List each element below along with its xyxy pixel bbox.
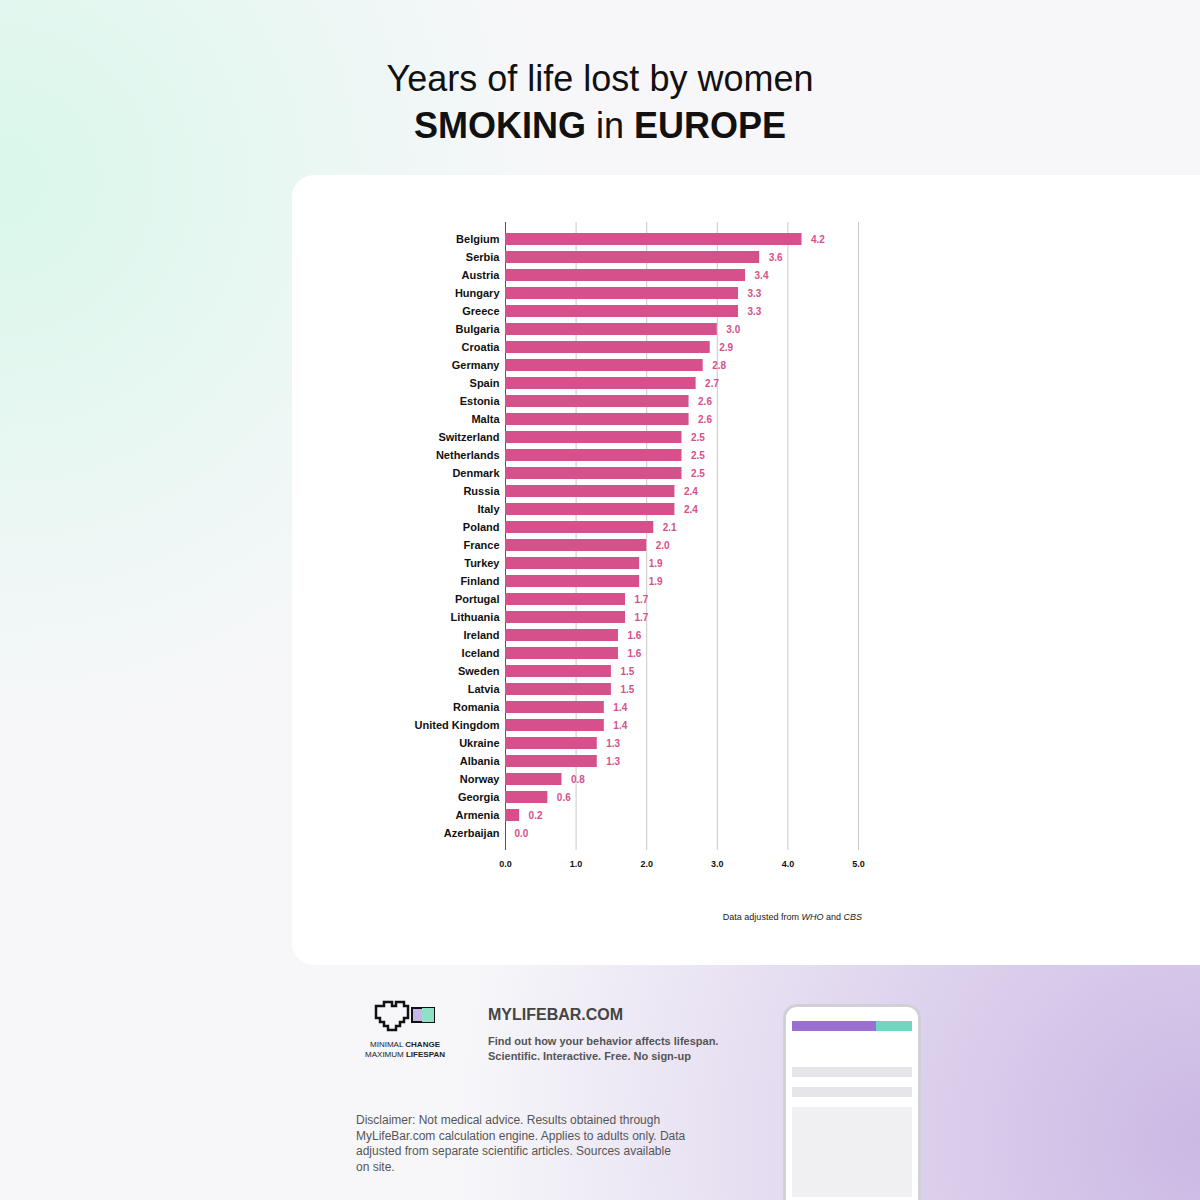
svg-text:2.5: 2.5	[691, 432, 705, 443]
svg-text:Austria: Austria	[462, 269, 501, 281]
svg-text:1.9: 1.9	[649, 576, 663, 587]
svg-text:2.0: 2.0	[656, 540, 670, 551]
svg-text:1.0: 1.0	[570, 859, 583, 869]
svg-text:0.8: 0.8	[571, 774, 585, 785]
svg-text:Iceland: Iceland	[462, 647, 500, 659]
svg-text:Netherlands: Netherlands	[436, 449, 500, 461]
svg-text:Bulgaria: Bulgaria	[455, 323, 500, 335]
svg-text:1.5: 1.5	[620, 666, 634, 677]
html-text:MYLIFEBAR.COM: MYLIFEBAR.COM	[488, 1006, 624, 1023]
html-text:Years of life lost by women: Years of life lost by women	[386, 58, 814, 99]
svg-text:1.6: 1.6	[627, 630, 641, 641]
svg-text:Norway: Norway	[460, 773, 501, 785]
svg-text:2.4: 2.4	[684, 486, 698, 497]
svg-text:3.3: 3.3	[747, 288, 761, 299]
svg-text:Armenia: Armenia	[455, 809, 500, 821]
svg-text:United Kingdom: United Kingdom	[415, 719, 500, 731]
svg-text:Albania: Albania	[460, 755, 501, 767]
svg-text:Switzerland: Switzerland	[438, 431, 499, 443]
svg-text:1.6: 1.6	[627, 648, 641, 659]
html-text:Disclaimer: Not medical advice: Disclaimer: Not medical advice. Results …	[356, 1113, 686, 1174]
svg-text:Poland: Poland	[463, 521, 500, 533]
svg-text:5.0: 5.0	[852, 859, 865, 869]
html-text:Find out how your behavior aff: Find out how your behavior affects lifes…	[488, 1035, 719, 1062]
svg-text:3.4: 3.4	[755, 270, 769, 281]
svg-text:2.4: 2.4	[684, 504, 698, 515]
svg-text:Romania: Romania	[453, 701, 500, 713]
svg-text:3.0: 3.0	[726, 324, 740, 335]
html-text:MINIMAL CHANGE: MINIMAL CHANGE	[370, 1040, 440, 1049]
svg-text:0.0: 0.0	[515, 828, 529, 839]
html-text:MAXIMUM LIFESPAN: MAXIMUM LIFESPAN	[365, 1050, 445, 1059]
svg-text:2.6: 2.6	[698, 396, 712, 407]
svg-text:Spain: Spain	[470, 377, 500, 389]
svg-text:2.5: 2.5	[691, 450, 705, 461]
svg-text:Lithuania: Lithuania	[451, 611, 501, 623]
svg-text:1.7: 1.7	[635, 612, 649, 623]
svg-text:Croatia: Croatia	[462, 341, 501, 353]
svg-text:1.3: 1.3	[606, 738, 620, 749]
svg-text:0.2: 0.2	[529, 810, 543, 821]
svg-text:1.3: 1.3	[606, 756, 620, 767]
svg-text:3.3: 3.3	[747, 306, 761, 317]
svg-text:4.2: 4.2	[811, 234, 825, 245]
svg-text:3.6: 3.6	[769, 252, 783, 263]
svg-text:Estonia: Estonia	[460, 395, 501, 407]
svg-text:2.5: 2.5	[691, 468, 705, 479]
svg-text:Portugal: Portugal	[455, 593, 500, 605]
svg-text:Finland: Finland	[460, 575, 499, 587]
svg-text:Georgia: Georgia	[458, 791, 500, 803]
svg-text:2.8: 2.8	[712, 360, 726, 371]
svg-text:2.0: 2.0	[640, 859, 653, 869]
svg-text:3.0: 3.0	[711, 859, 724, 869]
svg-text:Latvia: Latvia	[468, 683, 501, 695]
svg-text:2.7: 2.7	[705, 378, 719, 389]
svg-text:2.6: 2.6	[698, 414, 712, 425]
svg-text:2.9: 2.9	[719, 342, 733, 353]
svg-text:1.5: 1.5	[620, 684, 634, 695]
svg-text:Ukraine: Ukraine	[459, 737, 499, 749]
svg-text:Malta: Malta	[471, 413, 500, 425]
svg-text:0.6: 0.6	[557, 792, 571, 803]
svg-text:1.4: 1.4	[613, 702, 627, 713]
svg-text:0.0: 0.0	[499, 859, 512, 869]
svg-text:Germany: Germany	[452, 359, 501, 371]
svg-text:1.7: 1.7	[635, 594, 649, 605]
svg-text:Italy: Italy	[477, 503, 500, 515]
svg-text:France: France	[463, 539, 499, 551]
svg-text:4.0: 4.0	[782, 859, 795, 869]
svg-text:Turkey: Turkey	[464, 557, 500, 569]
svg-text:Hungary: Hungary	[455, 287, 501, 299]
svg-text:Belgium: Belgium	[456, 233, 500, 245]
svg-text:1.4: 1.4	[613, 720, 627, 731]
svg-text:Azerbaijan: Azerbaijan	[444, 827, 500, 839]
svg-text:Sweden: Sweden	[458, 665, 500, 677]
svg-text:2.1: 2.1	[663, 522, 677, 533]
svg-text:Russia: Russia	[463, 485, 500, 497]
html-text:Data adjusted from WHO and CBS: Data adjusted from WHO and CBS	[722, 912, 862, 922]
html-text:SMOKING in EUROPE: SMOKING in EUROPE	[413, 104, 787, 146]
svg-text:Ireland: Ireland	[463, 629, 499, 641]
svg-text:Serbia: Serbia	[466, 251, 501, 263]
svg-text:Denmark: Denmark	[452, 467, 500, 479]
svg-text:Greece: Greece	[462, 305, 499, 317]
svg-text:1.9: 1.9	[649, 558, 663, 569]
